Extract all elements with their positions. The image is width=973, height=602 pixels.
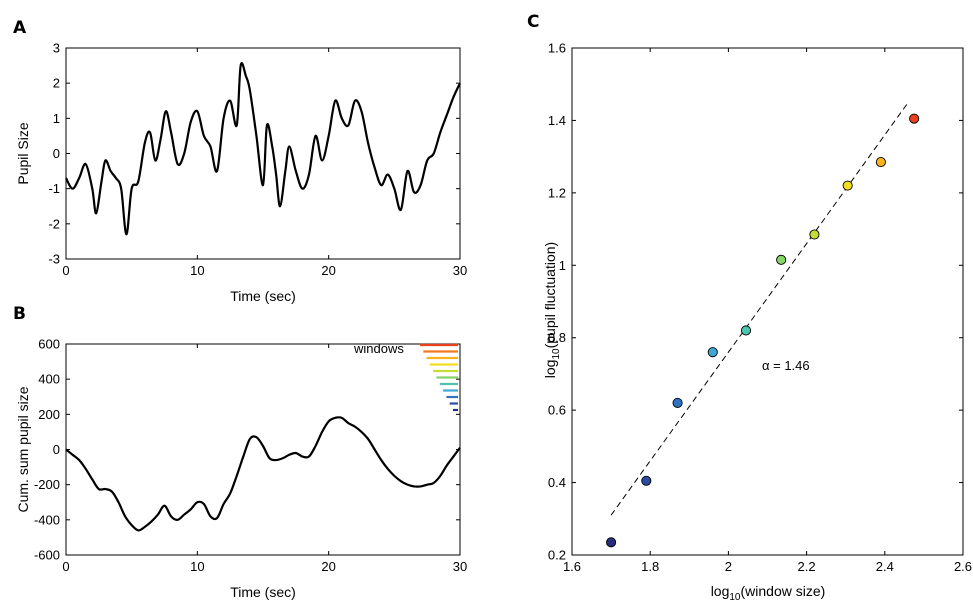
y-tick-label: 3 — [53, 41, 60, 56]
y-tick-label: 200 — [38, 407, 60, 422]
panel-a-x-axis-label: Time (sec) — [230, 288, 296, 304]
y-tick-label: -2 — [48, 216, 60, 231]
x-tick-label: 20 — [321, 559, 335, 574]
y-tick-label: 0 — [53, 146, 60, 161]
scatter-point — [606, 537, 617, 548]
panel-letter-c: C — [527, 12, 539, 32]
y-tick-label: 400 — [38, 372, 60, 387]
panel-a-ticks: 0 10 20 30 -3 -2 -1 0 1 2 3 — [48, 41, 467, 279]
panel-b-ticks: 0 10 20 30 -600 -400 -200 0 200 400 600 — [34, 337, 467, 575]
x-tick-label: 10 — [190, 263, 204, 278]
y-tick-label: 1 — [53, 111, 60, 126]
y-tick-label: 1 — [559, 258, 566, 273]
x-tick-label: 1.6 — [563, 559, 581, 574]
y-tick-label: 0.6 — [548, 403, 566, 418]
scatter-point — [842, 180, 853, 191]
x-tick-label: 0 — [62, 559, 69, 574]
panel-a-y-axis-label: Pupil Size — [15, 122, 31, 184]
x-tick-label: 2 — [725, 559, 732, 574]
y-tick-label: 1.4 — [548, 113, 566, 128]
x-tick-label: 20 — [321, 263, 335, 278]
y-tick-label: 0.2 — [548, 548, 566, 563]
y-tick-label: 0.8 — [548, 330, 566, 345]
x-tick-label: 2.2 — [798, 559, 816, 574]
panel-letter-a: A — [13, 18, 27, 38]
panel-c-axes — [571, 47, 964, 556]
scatter-point — [909, 113, 920, 124]
y-tick-label: 1.2 — [548, 185, 566, 200]
panel-a-pupil-size-chart: 0 10 20 30 -3 -2 -1 0 1 2 3 Time (sec) Pupil Size — [15, 41, 467, 305]
panel-letter-b: B — [13, 304, 26, 324]
x-tick-label: 0 — [62, 263, 69, 278]
panel-b-cumsum-chart: 0 10 20 30 -600 -400 -200 0 200 400 600 Time (sec)… — [15, 337, 467, 601]
y-tick-label: 2 — [53, 76, 60, 91]
scatter-point — [875, 157, 886, 168]
panel-b-windows-legend: windows — [353, 341, 458, 412]
scatter-point — [707, 347, 718, 358]
y-tick-label: -1 — [48, 181, 60, 196]
panel-b-windows-label: windows — [353, 341, 404, 356]
scatter-point — [672, 397, 683, 408]
panel-a-axes — [65, 47, 461, 260]
x-tick-label: 30 — [453, 263, 467, 278]
panel-b-cumsum-trace — [65, 416, 461, 532]
panel-b-axes — [65, 343, 461, 556]
x-tick-label: 2.6 — [954, 559, 972, 574]
scatter-point — [776, 254, 787, 265]
panel-b-y-axis-label: Cum. sum pupil size — [15, 386, 31, 512]
scatter-point — [809, 229, 820, 240]
y-tick-label: 600 — [38, 337, 60, 352]
y-tick-label: 0 — [53, 442, 60, 457]
panel-c-scaling-chart: 1.6 1.8 2 2.2 2.4 2.6 0.2 0.4 0.6 0.8 1 1.2 1.4 1.6 α… — [542, 41, 972, 602]
panel-b-x-axis-label: Time (sec) — [230, 584, 296, 600]
x-tick-label: 30 — [453, 559, 467, 574]
panel-c-fit-line — [610, 102, 909, 516]
y-tick-label: -400 — [34, 512, 60, 527]
y-tick-label: -200 — [34, 477, 60, 492]
panel-a-pupil-trace — [65, 62, 461, 236]
panel-c-points — [606, 113, 920, 548]
scatter-point — [740, 325, 752, 336]
y-tick-label: -3 — [48, 252, 60, 267]
x-tick-label: 10 — [190, 559, 204, 574]
y-tick-label: -600 — [34, 548, 60, 563]
scatter-point — [641, 475, 652, 486]
panel-c-x-axis-label: log10(window size) — [711, 583, 826, 602]
y-tick-label: 0.4 — [548, 475, 566, 490]
x-tick-label: 2.4 — [876, 559, 894, 574]
panel-c-ticks: 1.6 1.8 2 2.2 2.4 2.6 0.2 0.4 0.6 0.8 1 1.2 1.4 1.6 — [548, 41, 972, 575]
x-tick-label: 1.8 — [641, 559, 659, 574]
panel-c-alpha-annotation: α = 1.46 — [762, 358, 810, 373]
y-tick-label: 1.6 — [548, 41, 566, 56]
panel-c-y-axis-label: log10(pupil fluctuation) — [542, 242, 562, 378]
